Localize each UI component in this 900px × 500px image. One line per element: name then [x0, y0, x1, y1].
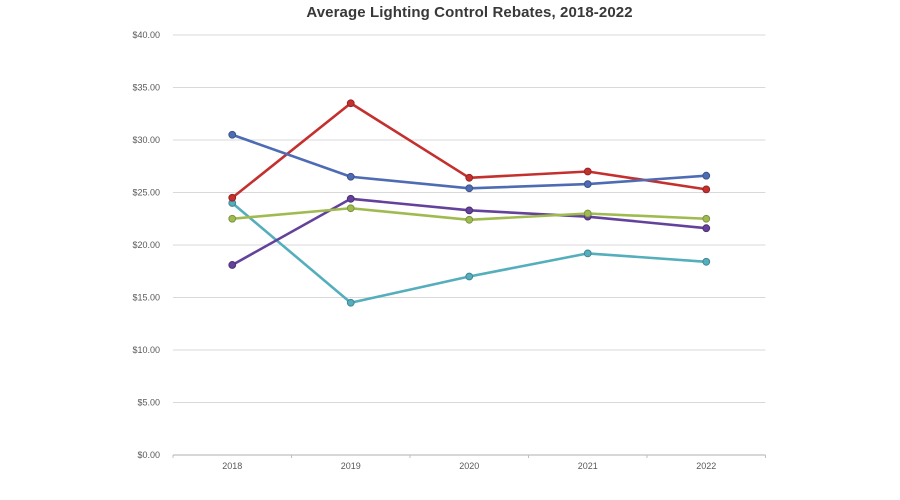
y-axis-tick-label: $15.00 [132, 293, 160, 303]
series-green-point-2020 [465, 215, 474, 224]
series-red-point-2020 [465, 173, 474, 182]
series-blue-point-2018 [228, 130, 237, 139]
series-teal-point-2022 [702, 257, 711, 266]
series-purple-point-2019 [346, 194, 355, 203]
series-purple-point-2018 [228, 261, 237, 269]
series-teal-point-2021 [583, 249, 592, 258]
y-axis-tick-label: $20.00 [132, 240, 160, 250]
y-axis-tick-label: $10.00 [132, 345, 160, 355]
y-axis-tick-label: $40.00 [132, 30, 160, 40]
y-axis-tick-label: $30.00 [132, 135, 160, 145]
x-axis-tick-label: 2019 [341, 461, 361, 471]
series-green-point-2019 [346, 204, 355, 213]
series-teal-point-2020 [465, 272, 474, 281]
series-teal-point-2019 [346, 298, 355, 307]
series-blue-point-2022 [702, 171, 711, 180]
y-axis-tick-label: $0.00 [137, 450, 160, 460]
series-red-point-2018 [228, 193, 237, 202]
y-axis-tick-label: $35.00 [132, 83, 160, 93]
x-axis-tick-label: 2022 [696, 461, 716, 471]
series-green-point-2022 [702, 214, 711, 223]
series-blue-point-2020 [465, 184, 474, 193]
series-green-point-2021 [583, 209, 592, 218]
series-blue-point-2021 [583, 180, 592, 189]
series-red-point-2021 [583, 167, 592, 176]
series-red-point-2019 [346, 99, 355, 108]
series-red-point-2022 [702, 185, 711, 194]
y-axis-tick-label: $25.00 [132, 188, 160, 198]
series-green-point-2018 [228, 214, 237, 223]
series-purple-point-2020 [465, 206, 474, 215]
y-axis-tick-label: $5.00 [137, 398, 160, 408]
chart-title: Average Lighting Control Rebates, 2018-2… [306, 4, 633, 21]
series-red-line [230, 101, 708, 200]
series-blue-point-2019 [346, 172, 355, 181]
series-purple-point-2022 [702, 224, 711, 233]
x-axis-tick-label: 2018 [222, 461, 242, 471]
x-axis-tick-label: 2020 [459, 461, 479, 471]
x-axis-tick-label: 2021 [578, 461, 598, 471]
